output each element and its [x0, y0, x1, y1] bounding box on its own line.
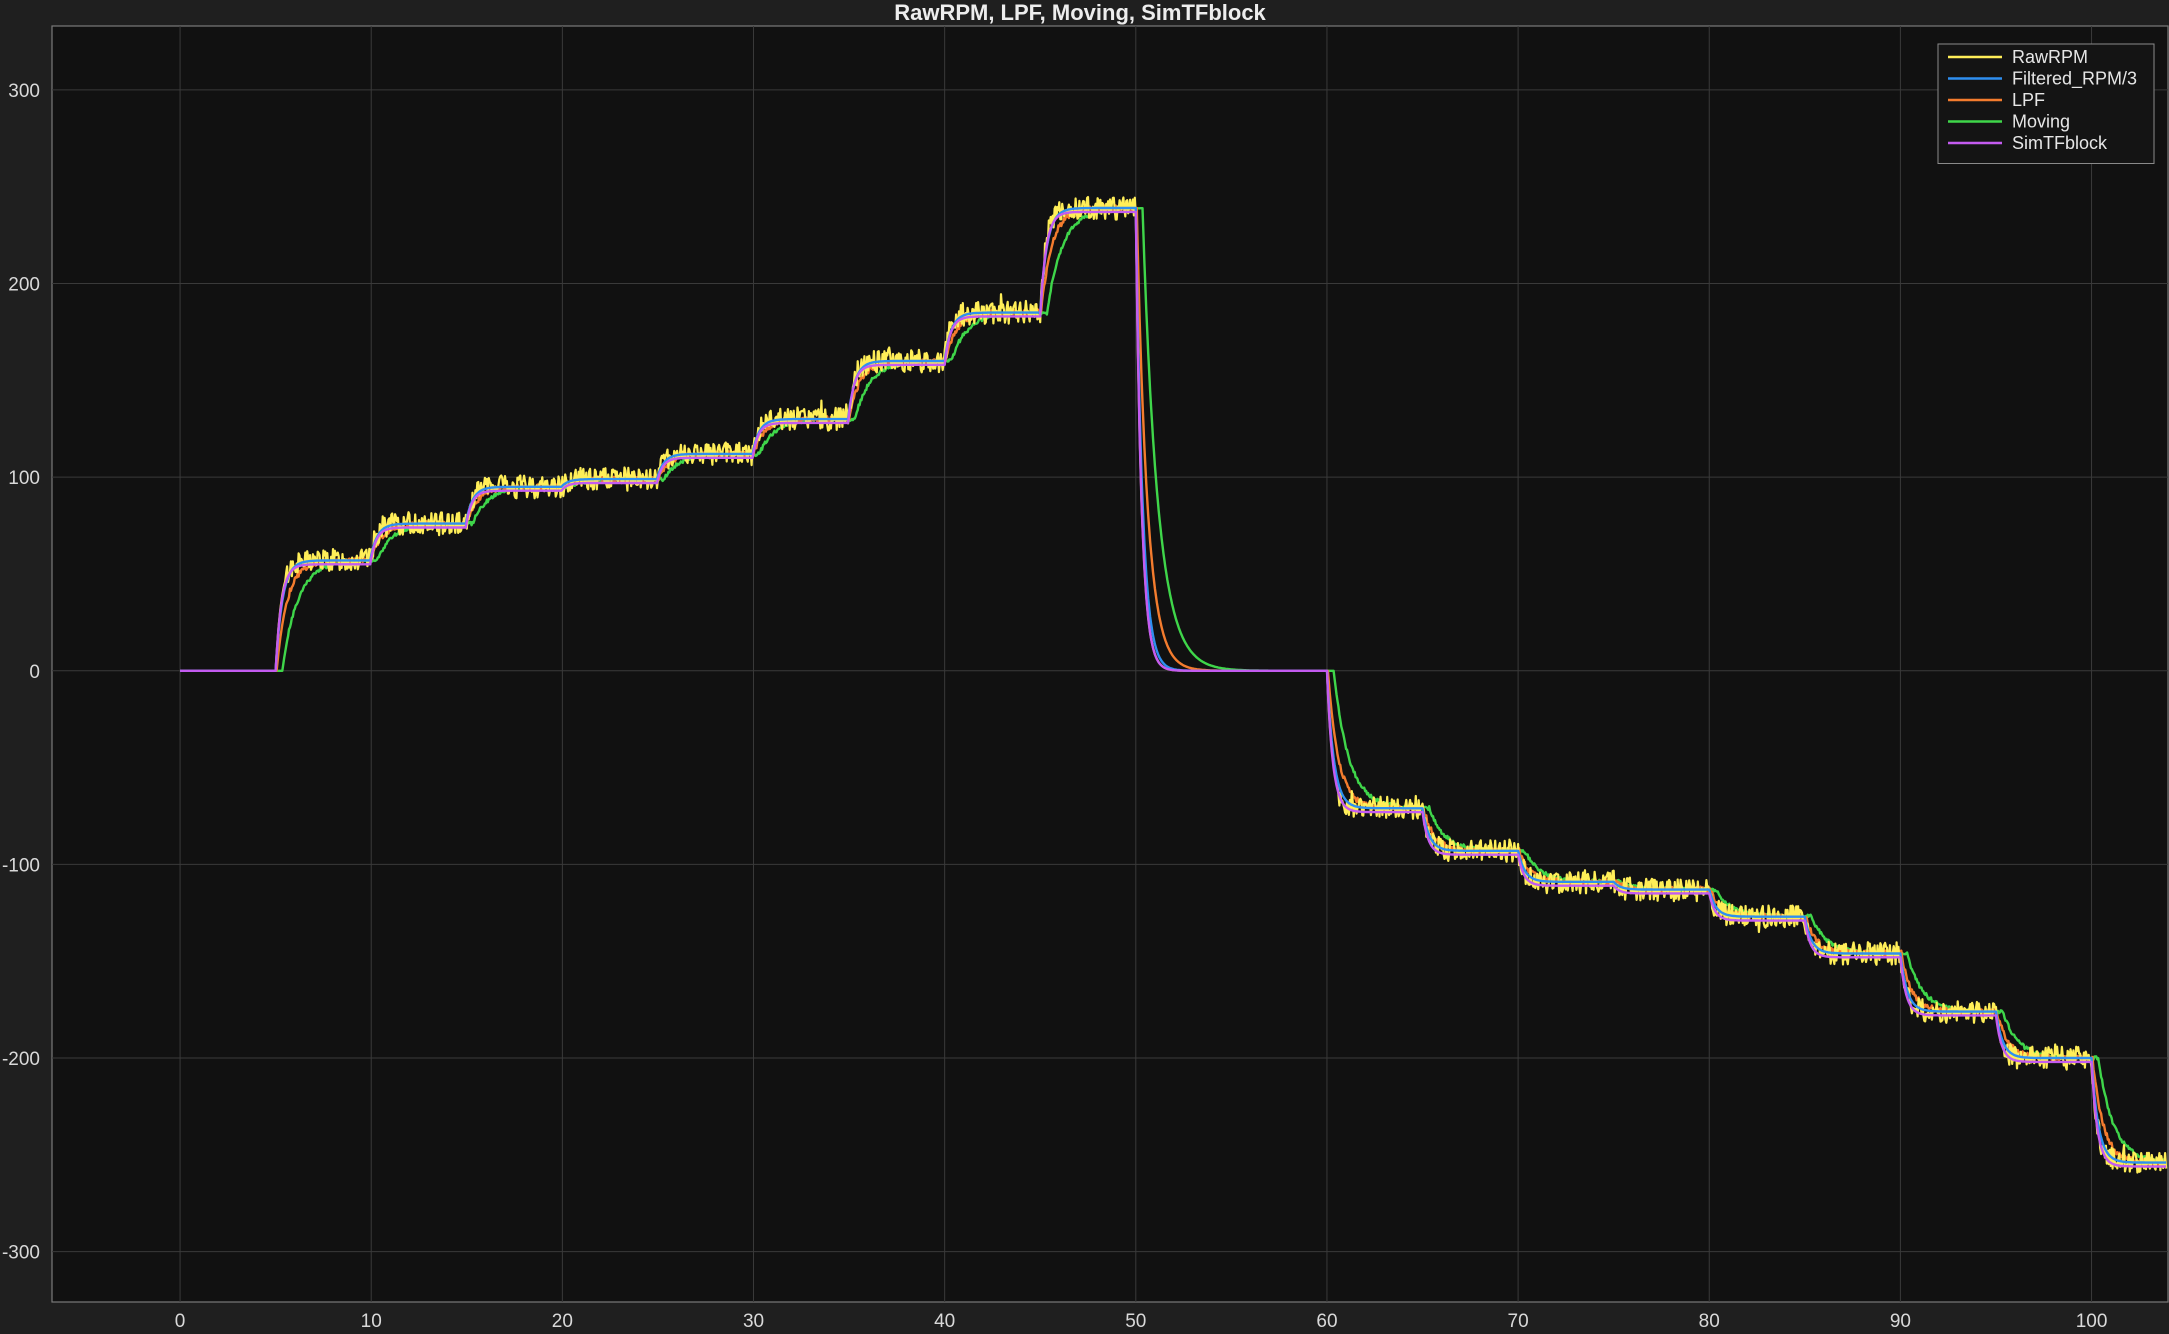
y-tick-label: -200: [2, 1049, 40, 1070]
x-tick-label: 50: [1125, 1311, 1146, 1332]
y-tick-label: 0: [29, 662, 40, 683]
legend-entry[interactable]: Moving: [2012, 112, 2070, 132]
series-lines: [179, 196, 2168, 1174]
x-tick-label: 30: [743, 1311, 764, 1332]
legend-entry[interactable]: RawRPM: [2012, 47, 2088, 67]
x-tick-label: 10: [361, 1311, 382, 1332]
x-tick-label: 90: [1890, 1311, 1911, 1332]
y-tick-label: -100: [2, 855, 40, 876]
x-tick-label: 60: [1316, 1311, 1337, 1332]
x-tick-label: 80: [1699, 1311, 1720, 1332]
legend-entry[interactable]: Filtered_RPM/3: [2012, 69, 2137, 90]
tick-labels: 0 10 20 30 40 50 60 70 80 90 100 -300 -200 -100 0 100 20…: [2, 81, 2107, 1332]
series-line-simtfblock: [179, 210, 2167, 1168]
legend-entry[interactable]: LPF: [2012, 90, 2045, 110]
y-tick-label: 200: [8, 275, 40, 296]
chart-title: RawRPM, LPF, Moving, SimTFblock: [894, 0, 1266, 25]
y-tick-label: -300: [2, 1243, 40, 1264]
x-tick-label: 0: [175, 1311, 186, 1332]
y-tick-label: 300: [8, 81, 40, 102]
legend-entry[interactable]: SimTFblock: [2012, 133, 2108, 153]
x-tick-label: 70: [1508, 1311, 1529, 1332]
x-tick-label: 100: [2076, 1311, 2108, 1332]
y-tick-label: 100: [8, 468, 40, 489]
plot-area: [51, 25, 2169, 1303]
x-tick-label: 20: [552, 1311, 573, 1332]
x-tick-label: 40: [934, 1311, 955, 1332]
